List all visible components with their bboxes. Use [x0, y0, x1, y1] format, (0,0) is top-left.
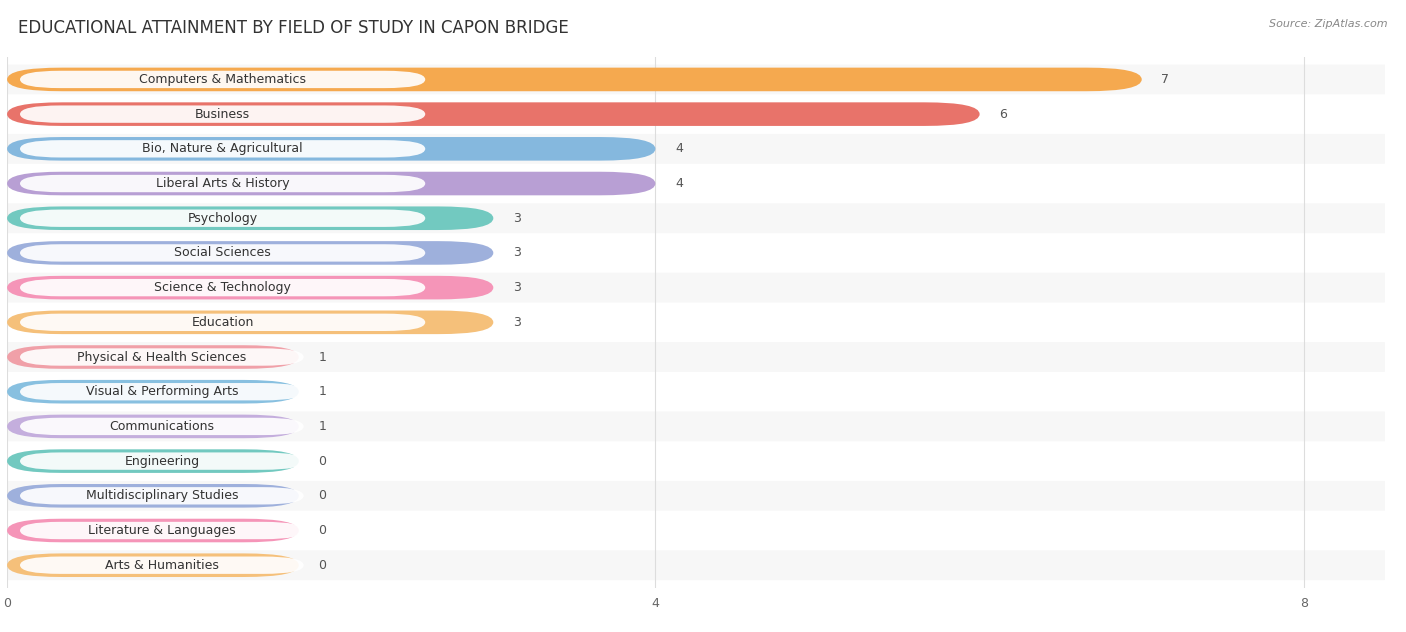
- FancyBboxPatch shape: [20, 383, 304, 401]
- FancyBboxPatch shape: [7, 310, 494, 334]
- Text: Visual & Performing Arts: Visual & Performing Arts: [86, 386, 238, 398]
- Text: 3: 3: [513, 212, 520, 225]
- Text: Arts & Humanities: Arts & Humanities: [105, 559, 219, 572]
- FancyBboxPatch shape: [7, 411, 1385, 441]
- FancyBboxPatch shape: [20, 557, 304, 574]
- FancyBboxPatch shape: [7, 102, 980, 126]
- FancyBboxPatch shape: [20, 106, 425, 123]
- FancyBboxPatch shape: [7, 64, 1385, 94]
- Text: 0: 0: [318, 559, 326, 572]
- FancyBboxPatch shape: [20, 71, 425, 88]
- FancyBboxPatch shape: [7, 134, 1385, 164]
- FancyBboxPatch shape: [7, 519, 299, 542]
- FancyBboxPatch shape: [7, 172, 655, 195]
- FancyBboxPatch shape: [20, 487, 304, 504]
- FancyBboxPatch shape: [7, 484, 299, 507]
- FancyBboxPatch shape: [7, 307, 1385, 337]
- Text: Bio, Nature & Agricultural: Bio, Nature & Agricultural: [142, 142, 302, 155]
- FancyBboxPatch shape: [7, 481, 1385, 511]
- FancyBboxPatch shape: [7, 238, 1385, 268]
- FancyBboxPatch shape: [7, 99, 1385, 129]
- FancyBboxPatch shape: [20, 244, 425, 262]
- Text: 4: 4: [675, 177, 683, 190]
- Text: 7: 7: [1161, 73, 1170, 86]
- FancyBboxPatch shape: [20, 313, 425, 331]
- Text: Business: Business: [195, 107, 250, 121]
- Text: Education: Education: [191, 316, 254, 329]
- Text: Communications: Communications: [110, 420, 214, 433]
- FancyBboxPatch shape: [7, 68, 1142, 91]
- FancyBboxPatch shape: [20, 279, 425, 296]
- Text: Liberal Arts & History: Liberal Arts & History: [156, 177, 290, 190]
- Text: Source: ZipAtlas.com: Source: ZipAtlas.com: [1270, 19, 1388, 29]
- FancyBboxPatch shape: [7, 137, 655, 161]
- Text: Psychology: Psychology: [187, 212, 257, 225]
- Text: 1: 1: [318, 351, 326, 363]
- FancyBboxPatch shape: [7, 207, 494, 230]
- Text: Social Sciences: Social Sciences: [174, 246, 271, 259]
- Text: 0: 0: [318, 454, 326, 468]
- FancyBboxPatch shape: [7, 380, 299, 403]
- FancyBboxPatch shape: [20, 418, 304, 435]
- Text: Literature & Languages: Literature & Languages: [89, 524, 236, 537]
- Text: 1: 1: [318, 386, 326, 398]
- FancyBboxPatch shape: [20, 140, 425, 157]
- FancyBboxPatch shape: [20, 175, 425, 192]
- Text: Engineering: Engineering: [124, 454, 200, 468]
- FancyBboxPatch shape: [7, 169, 1385, 198]
- FancyBboxPatch shape: [7, 377, 1385, 406]
- FancyBboxPatch shape: [7, 516, 1385, 545]
- FancyBboxPatch shape: [7, 550, 1385, 580]
- Text: Computers & Mathematics: Computers & Mathematics: [139, 73, 307, 86]
- FancyBboxPatch shape: [7, 554, 299, 577]
- FancyBboxPatch shape: [7, 276, 494, 300]
- FancyBboxPatch shape: [7, 345, 299, 369]
- Text: Science & Technology: Science & Technology: [155, 281, 291, 294]
- FancyBboxPatch shape: [20, 522, 304, 539]
- Text: 0: 0: [318, 489, 326, 502]
- Text: Physical & Health Sciences: Physical & Health Sciences: [77, 351, 246, 363]
- FancyBboxPatch shape: [7, 449, 299, 473]
- FancyBboxPatch shape: [7, 204, 1385, 233]
- FancyBboxPatch shape: [20, 348, 304, 366]
- Text: 1: 1: [318, 420, 326, 433]
- FancyBboxPatch shape: [7, 272, 1385, 303]
- FancyBboxPatch shape: [20, 453, 304, 470]
- FancyBboxPatch shape: [7, 446, 1385, 476]
- Text: 3: 3: [513, 316, 520, 329]
- Text: 6: 6: [1000, 107, 1007, 121]
- FancyBboxPatch shape: [20, 210, 425, 227]
- Text: Multidisciplinary Studies: Multidisciplinary Studies: [86, 489, 238, 502]
- Text: 4: 4: [675, 142, 683, 155]
- Text: 3: 3: [513, 246, 520, 259]
- Text: EDUCATIONAL ATTAINMENT BY FIELD OF STUDY IN CAPON BRIDGE: EDUCATIONAL ATTAINMENT BY FIELD OF STUDY…: [18, 19, 569, 37]
- FancyBboxPatch shape: [7, 241, 494, 265]
- Text: 3: 3: [513, 281, 520, 294]
- FancyBboxPatch shape: [7, 342, 1385, 372]
- FancyBboxPatch shape: [7, 415, 299, 438]
- Text: 0: 0: [318, 524, 326, 537]
